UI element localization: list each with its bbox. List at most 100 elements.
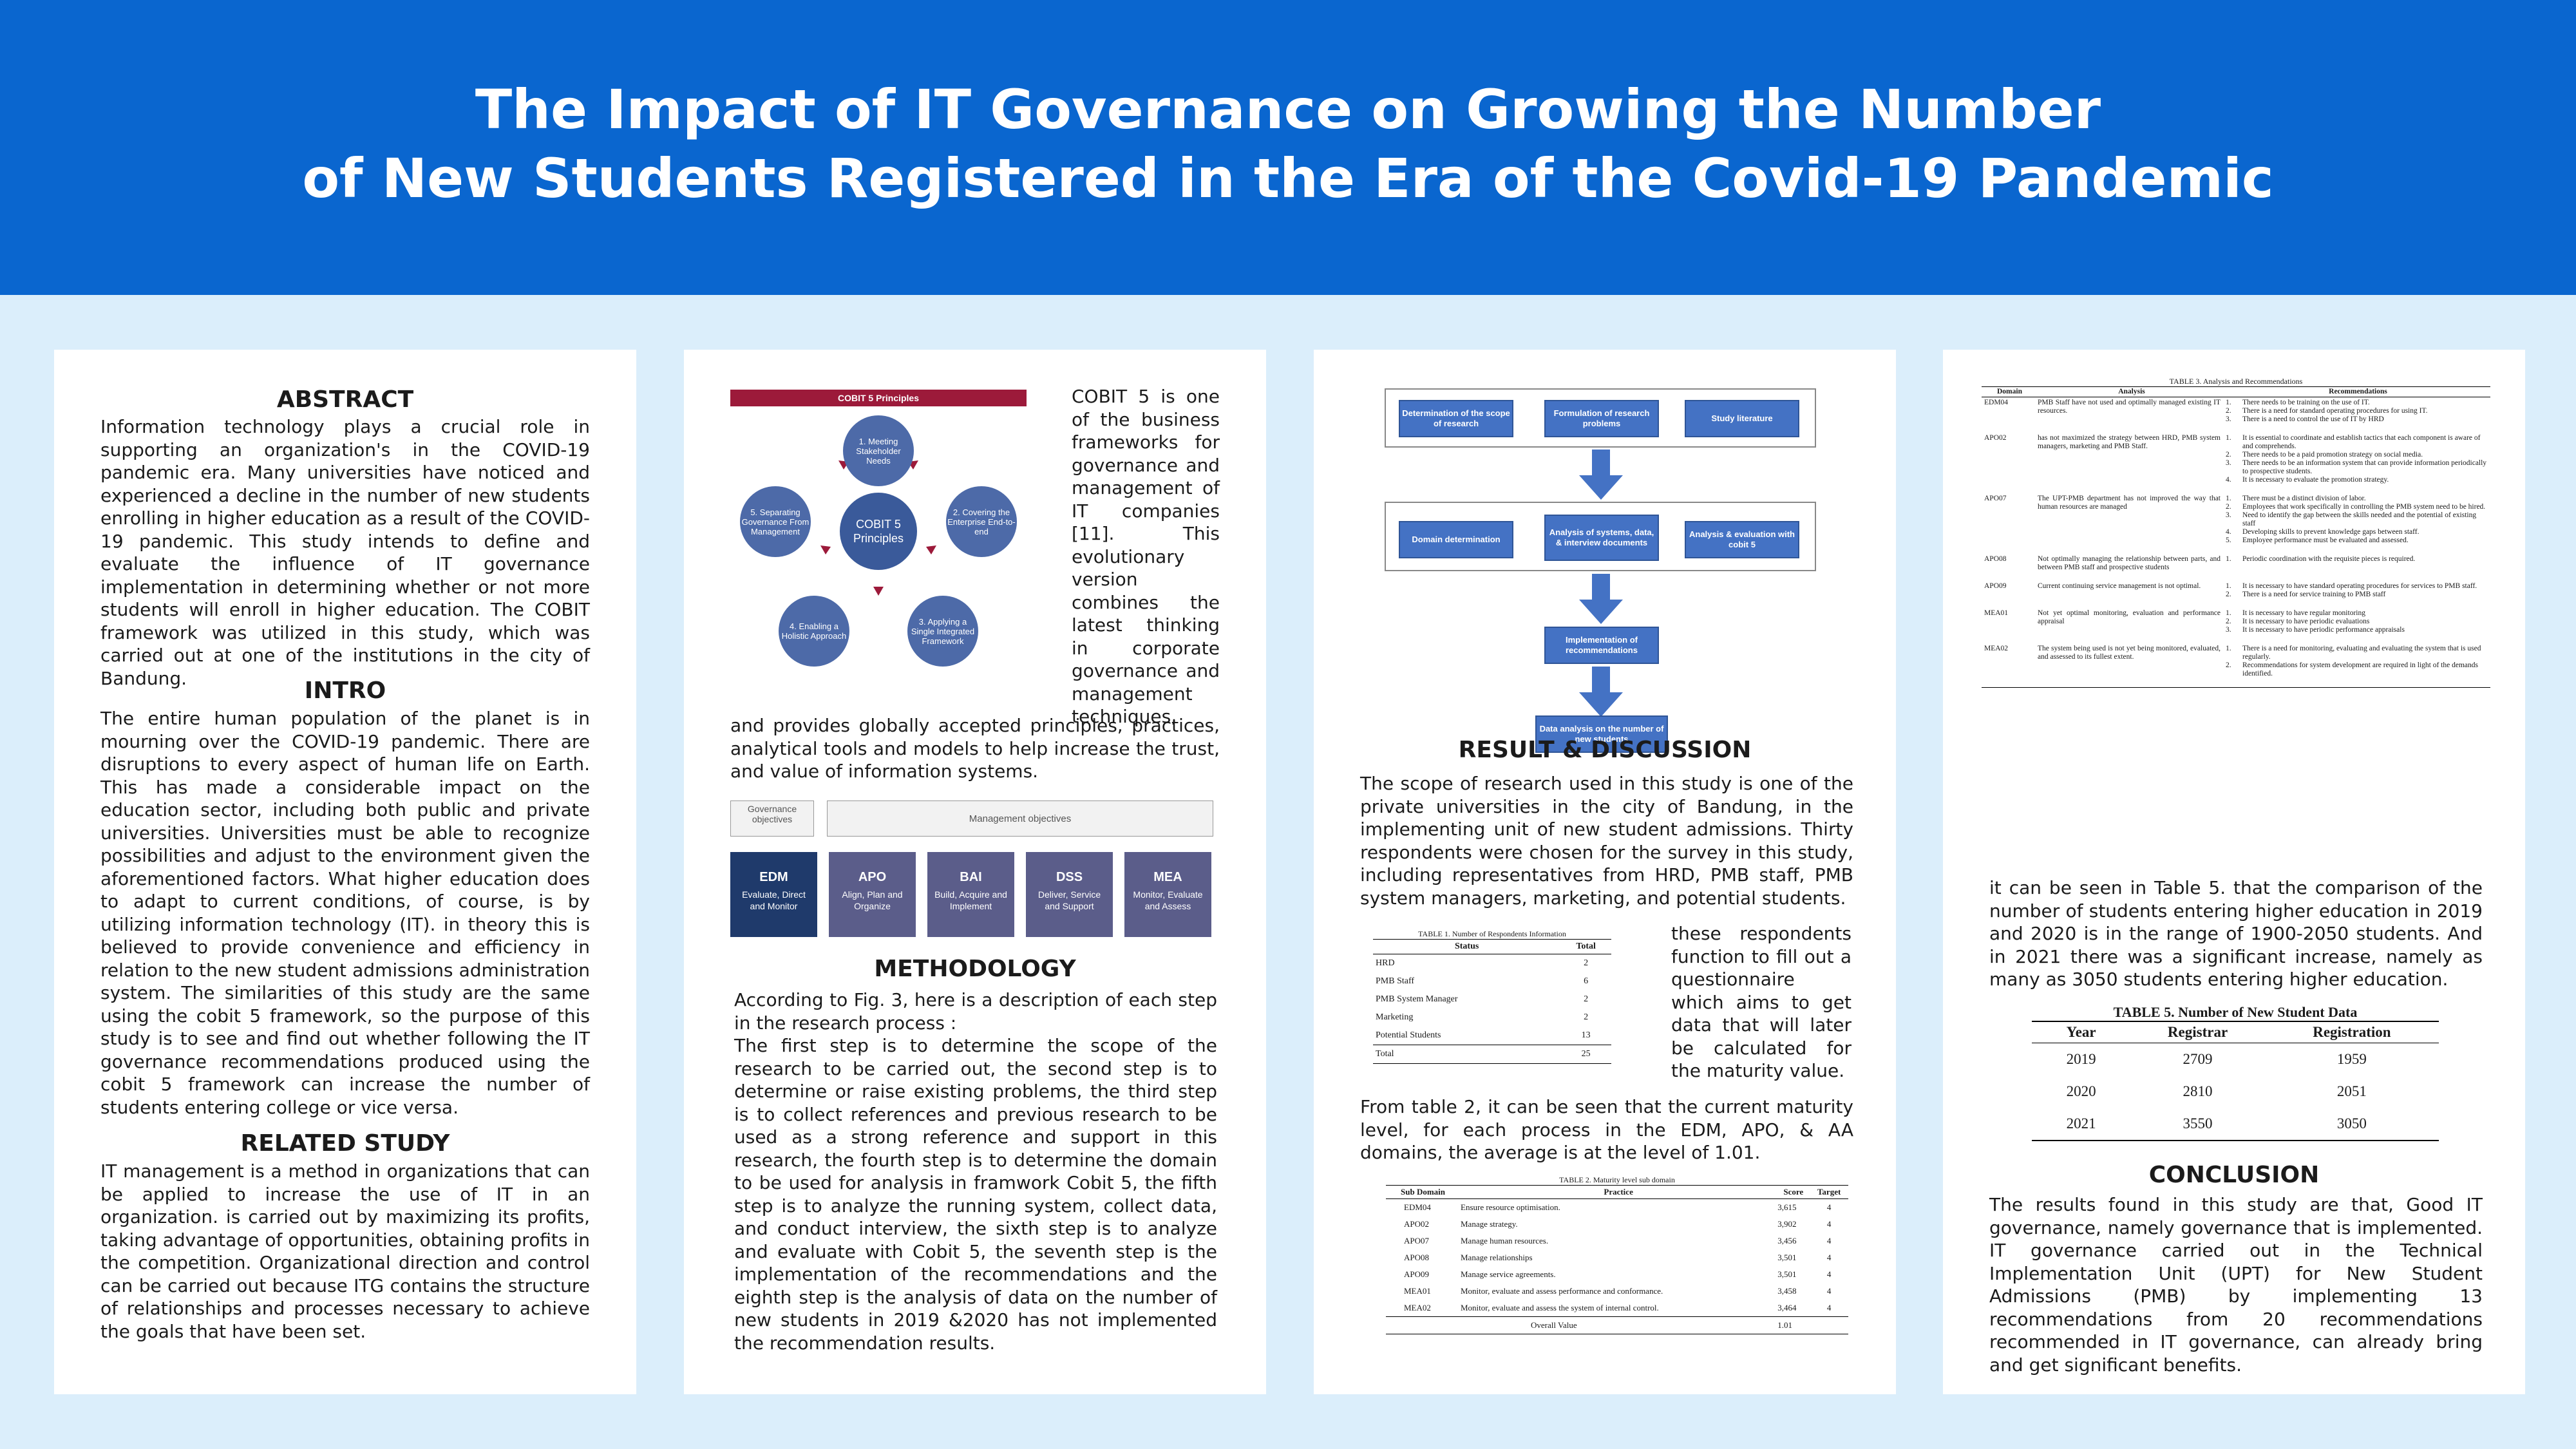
table3-recommendation-item: 2. Employees that work specifically in co… (2226, 503, 2490, 511)
table3-recommendation-text: Employee performance must be evaluated a… (2242, 536, 2409, 544)
table1-header: Total (1576, 942, 1596, 951)
domain-apo-code: APO (858, 870, 887, 884)
methodology-heading: METHODOLOGY (874, 956, 1076, 982)
table-row: 2019 2709 1959 (2032, 1043, 2439, 1076)
table-row: HRD 2 (1373, 954, 1611, 973)
table3-recommendation-item: 1. It is necessary to have regular monito… (2226, 609, 2490, 618)
domain-mea: MEA Monitor, Evaluate and Assess (1124, 852, 1211, 937)
table3-recommendation-text: It is essential to coordinate and establ… (2242, 434, 2481, 450)
table5-header: Year (2066, 1024, 2096, 1040)
table3-recommendation-item: 1. It is essential to coordinate and esta… (2226, 434, 2490, 451)
intro-text: The entire human population of the plane… (100, 708, 590, 1118)
table-row: MEA02 Monitor, evaluate and assess the sy… (1386, 1300, 1848, 1317)
research-flow-diagram: Determination of the scope of research F… (1385, 388, 1823, 753)
table3-recommendation-number: 3. (2226, 459, 2231, 467)
table3-recommendation-number: 2. (2226, 618, 2231, 625)
table3-recommendation-item: 1. There must be a distinct division of l… (2226, 495, 2490, 503)
domain-edm: EDM Evaluate, Direct and Monitor (730, 852, 817, 937)
abstract-heading: ABSTRACT (276, 386, 414, 413)
table3-recommendation-number: 3. (2226, 511, 2231, 519)
cobit-principle-1: 1. Meeting Stakeholder Needs (843, 415, 914, 486)
flow-arrow-2 (1579, 574, 1623, 624)
table3-recommendation-text: Need to identify the gap between the ski… (2242, 511, 2477, 527)
table2-cell: Manage service agreements. (1461, 1269, 1556, 1279)
table2-overall-label: Overall Value (1531, 1320, 1577, 1330)
table3-recommendation-text: It is necessary to have periodic perform… (2242, 626, 2405, 634)
table1-cell: 2 (1584, 994, 1589, 1004)
cobit-side-text: COBIT 5 is one of the business framework… (1072, 386, 1220, 727)
table3-header: Analysis (2118, 388, 2145, 395)
table3-domain: APO07 (1984, 495, 2007, 502)
domain-mea-desc: Monitor, Evaluate and Assess (1133, 889, 1203, 911)
table1-cell: PMB System Manager (1376, 994, 1458, 1004)
table3-recommendation-item: 1. There needs to be training on the use … (2226, 399, 2490, 407)
table1-cell: 2 (1584, 958, 1589, 968)
table1: TABLE 1. Number of Respondents Informati… (1373, 929, 1611, 1064)
table-row: APO09 Manage service agreements. 3,501 4 (1386, 1266, 1848, 1283)
cobit-center-circle: COBIT 5 Principles (840, 493, 917, 570)
table3-recommendation-number: 5. (2226, 536, 2231, 544)
table3-recommendation-item: 2. Recommendations for system development… (2226, 661, 2490, 678)
table-row: MEA01 Not yet optimal monitoring, evaluat… (1982, 608, 2490, 643)
related-study-text: IT management is a method in organizatio… (100, 1160, 590, 1342)
table3-analysis: Not yet optimal monitoring, evaluation a… (2038, 609, 2221, 625)
abstract-text: Information technology plays a crucial r… (100, 416, 590, 689)
table2-cell: Manage relationships (1461, 1253, 1533, 1262)
table3-recommendation-item: 1. Periodic coordination with the requisi… (2226, 555, 2490, 564)
table-row: 2020 2810 2051 (2032, 1075, 2439, 1108)
flow-step-evaluation: Analysis & evaluation with cobit 5 (1685, 521, 1799, 558)
table3-recommendation-number: 2. (2226, 407, 2231, 415)
result-text: The scope of research used in this study… (1360, 773, 1853, 909)
table3-recommendation-number: 2. (2226, 591, 2231, 598)
table3-recommendation-item: 4. Developing skills to prevent knowledge… (2226, 528, 2490, 536)
table5-cell: 2709 (2183, 1051, 2213, 1067)
table5-intro-text: it can be seen in Table 5. that the comp… (1989, 877, 2483, 990)
table3-recommendation-number: 3. (2226, 626, 2231, 634)
table1-total-value: 25 (1581, 1049, 1591, 1059)
table-row: APO07 The UPT-PMB department has not impr… (1982, 493, 2490, 554)
table3-recommendation-text: Recommendations for system development a… (2242, 661, 2478, 677)
table3-recommendation-item: 1. There is a need for monitoring, evalua… (2226, 645, 2490, 661)
table2-cell: Manage strategy. (1461, 1219, 1518, 1229)
table-row: Potential Students 13 (1373, 1027, 1611, 1045)
table1-grid: Status Total HRD 2 PMB Staff 6 PMB System … (1373, 939, 1611, 1064)
table3-body: EDM04 PMB Staff have not used and optimal… (1982, 397, 2490, 688)
table1-cell: 13 (1581, 1030, 1591, 1040)
intro-heading: INTRO (304, 677, 386, 704)
table2-cell: MEA01 (1404, 1286, 1431, 1296)
table5-cell: 3550 (2183, 1115, 2213, 1132)
table5-cell: 2810 (2183, 1083, 2213, 1099)
flow-step-implementation: Implementation of recommendations (1544, 627, 1659, 664)
table3-recommendation-item: 3. There is a need to control the use of … (2226, 415, 2490, 424)
table3-recommendation-text: It is necessary to evaluate the promotio… (2242, 476, 2389, 484)
domain-apo-desc: Align, Plan and Organize (842, 889, 903, 911)
table-row: APO02 has not maximized the strategy betw… (1982, 433, 2490, 493)
conclusion-heading: CONCLUSION (2148, 1162, 2320, 1188)
table3-recommendation-number: 1. (2226, 434, 2231, 442)
table5-cell: 2021 (2066, 1115, 2096, 1132)
table-row: 2021 3550 3050 (2032, 1108, 2439, 1141)
table3-recommendation-item: 3. It is necessary to have periodic perfo… (2226, 626, 2490, 634)
table2-spacer (1386, 1317, 1460, 1334)
poster-title-line-2: of New Students Registered in the Era of… (302, 147, 2274, 210)
table1-cell: HRD (1376, 958, 1395, 968)
table-row: PMB System Manager 2 (1373, 990, 1611, 1009)
table3-recommendation-item: 2. There is a need for service training t… (2226, 591, 2490, 599)
table1-cell: 6 (1584, 976, 1589, 986)
table2-cell: Manage human resources. (1461, 1236, 1549, 1245)
governance-objectives-label: Governance objectives (730, 800, 814, 837)
cobit-principle-3: 3. Applying a Single Integrated Framewor… (907, 596, 978, 667)
table2-cell: Monitor, evaluate and assess the system … (1461, 1303, 1659, 1312)
table5-cell: 1959 (2336, 1051, 2367, 1067)
flow-step-analysis-systems: Analysis of systems, data, & interview d… (1544, 515, 1659, 561)
table3-caption: TABLE 3. Analysis and Recommendations (2169, 377, 2303, 386)
domain-bai-code: BAI (960, 870, 982, 884)
table3-recommendation-text: There must be a distinct division of lab… (2242, 495, 2366, 502)
flow-arrow-3 (1579, 667, 1623, 717)
table3-recommendation-number: 1. (2226, 582, 2231, 590)
table3-recommendation-number: 4. (2226, 528, 2231, 536)
flow-row1-frame (1385, 388, 1816, 448)
table3-recommendation-number: 2. (2226, 451, 2231, 459)
table3-recommendation-number: 1. (2226, 555, 2231, 563)
table2-cell: 3,456 (1777, 1236, 1797, 1245)
